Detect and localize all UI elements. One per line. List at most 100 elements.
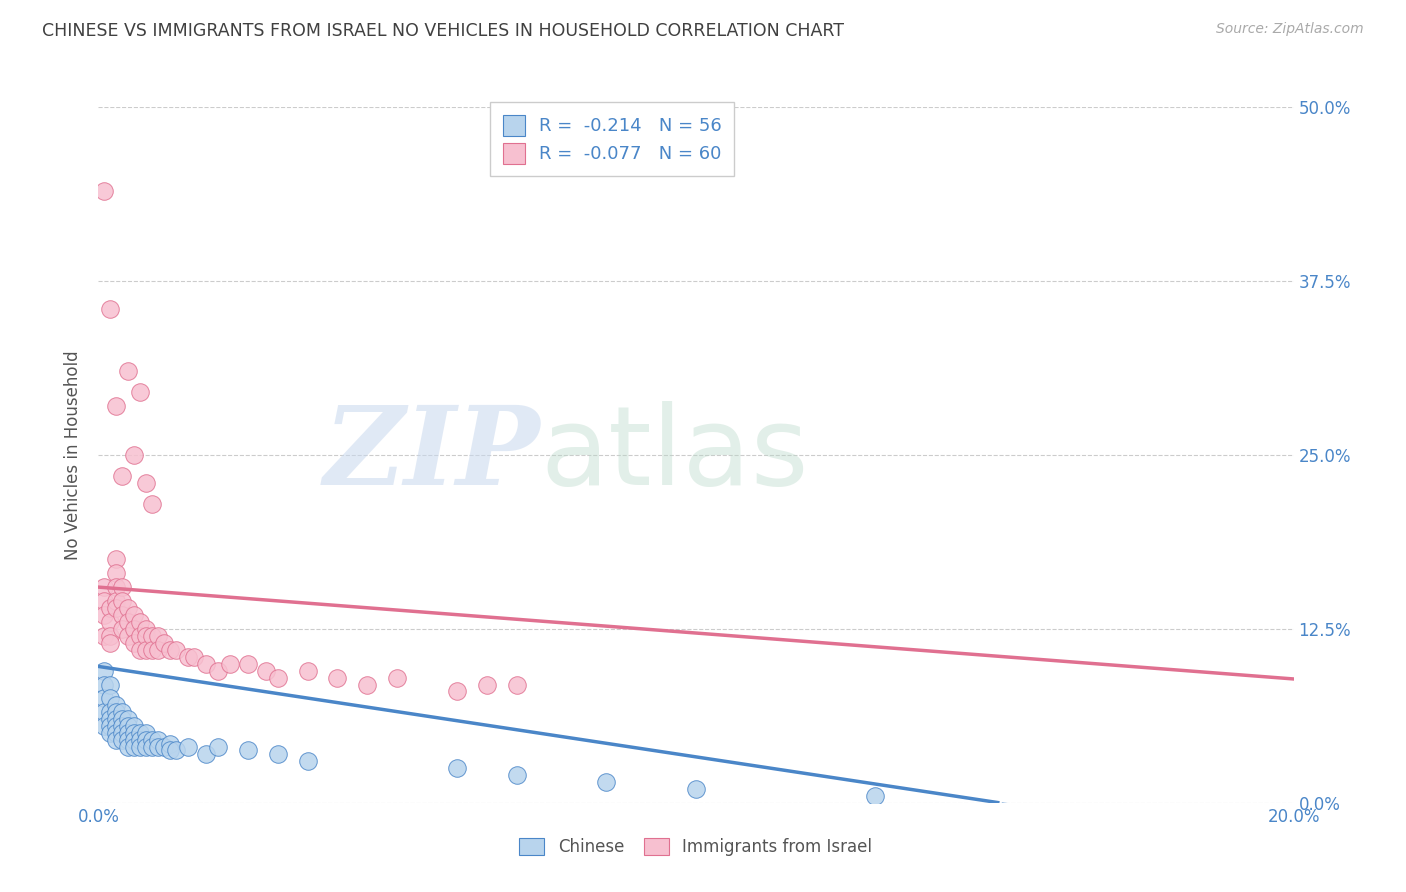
Point <box>326 671 349 685</box>
Point <box>111 607 134 622</box>
Point <box>117 615 139 629</box>
Point <box>159 743 181 757</box>
Point <box>236 743 259 757</box>
Point <box>153 636 176 650</box>
Point <box>100 601 122 615</box>
Point <box>117 733 139 747</box>
Point <box>117 740 139 755</box>
Text: ZIP: ZIP <box>323 401 540 508</box>
Point <box>148 733 170 747</box>
Point <box>111 580 134 594</box>
Point <box>105 698 128 713</box>
Point <box>141 629 163 643</box>
Point <box>100 726 122 740</box>
Point <box>129 740 152 755</box>
Point <box>135 726 157 740</box>
Point <box>100 636 122 650</box>
Point <box>267 671 290 685</box>
Point <box>141 497 163 511</box>
Point <box>105 712 128 726</box>
Point <box>105 726 128 740</box>
Point <box>105 552 128 566</box>
Point <box>105 706 128 720</box>
Point <box>93 664 115 678</box>
Legend: Chinese, Immigrants from Israel: Chinese, Immigrants from Israel <box>512 830 880 864</box>
Point <box>506 677 529 691</box>
Point <box>111 719 134 733</box>
Point <box>117 601 139 615</box>
Point <box>356 677 378 691</box>
Point <box>595 775 617 789</box>
Point <box>195 657 218 671</box>
Point <box>153 740 176 755</box>
Point <box>105 399 128 413</box>
Point <box>93 629 115 643</box>
Point <box>124 740 146 755</box>
Point <box>93 719 115 733</box>
Point <box>148 642 170 657</box>
Point <box>183 649 205 664</box>
Point <box>195 747 218 761</box>
Point <box>129 733 152 747</box>
Point <box>111 468 134 483</box>
Point <box>141 642 163 657</box>
Text: CHINESE VS IMMIGRANTS FROM ISRAEL NO VEHICLES IN HOUSEHOLD CORRELATION CHART: CHINESE VS IMMIGRANTS FROM ISRAEL NO VEH… <box>42 22 844 40</box>
Point <box>100 615 122 629</box>
Point <box>117 364 139 378</box>
Point <box>105 594 128 608</box>
Point <box>267 747 290 761</box>
Point <box>159 642 181 657</box>
Point <box>297 754 319 768</box>
Point <box>129 726 152 740</box>
Point <box>148 629 170 643</box>
Point <box>506 768 529 782</box>
Point <box>165 743 187 757</box>
Point <box>117 629 139 643</box>
Point <box>93 677 115 691</box>
Point <box>124 726 146 740</box>
Point <box>446 684 468 698</box>
Point <box>219 657 242 671</box>
Point <box>254 664 277 678</box>
Point <box>100 629 122 643</box>
Point <box>100 706 122 720</box>
Point <box>141 733 163 747</box>
Point <box>124 448 146 462</box>
Point <box>100 301 122 316</box>
Point <box>124 607 146 622</box>
Point <box>111 706 134 720</box>
Point <box>117 719 139 733</box>
Point <box>129 385 152 400</box>
Point <box>135 475 157 490</box>
Point <box>177 740 200 755</box>
Point <box>236 657 259 671</box>
Point <box>100 677 122 691</box>
Point <box>135 642 157 657</box>
Point <box>135 629 157 643</box>
Point <box>148 740 170 755</box>
Point <box>135 740 157 755</box>
Point <box>207 664 229 678</box>
Point <box>124 636 146 650</box>
Point <box>111 622 134 636</box>
Point <box>105 566 128 581</box>
Point <box>100 712 122 726</box>
Point <box>865 789 887 803</box>
Point <box>385 671 409 685</box>
Point <box>111 712 134 726</box>
Point <box>135 622 157 636</box>
Point <box>124 622 146 636</box>
Point <box>129 642 152 657</box>
Point <box>111 733 134 747</box>
Point <box>685 781 707 796</box>
Point <box>124 733 146 747</box>
Point <box>207 740 229 755</box>
Point <box>165 642 187 657</box>
Point <box>159 737 181 751</box>
Point <box>129 629 152 643</box>
Point <box>117 726 139 740</box>
Point <box>111 594 134 608</box>
Point <box>475 677 498 691</box>
Text: atlas: atlas <box>540 401 808 508</box>
Text: Source: ZipAtlas.com: Source: ZipAtlas.com <box>1216 22 1364 37</box>
